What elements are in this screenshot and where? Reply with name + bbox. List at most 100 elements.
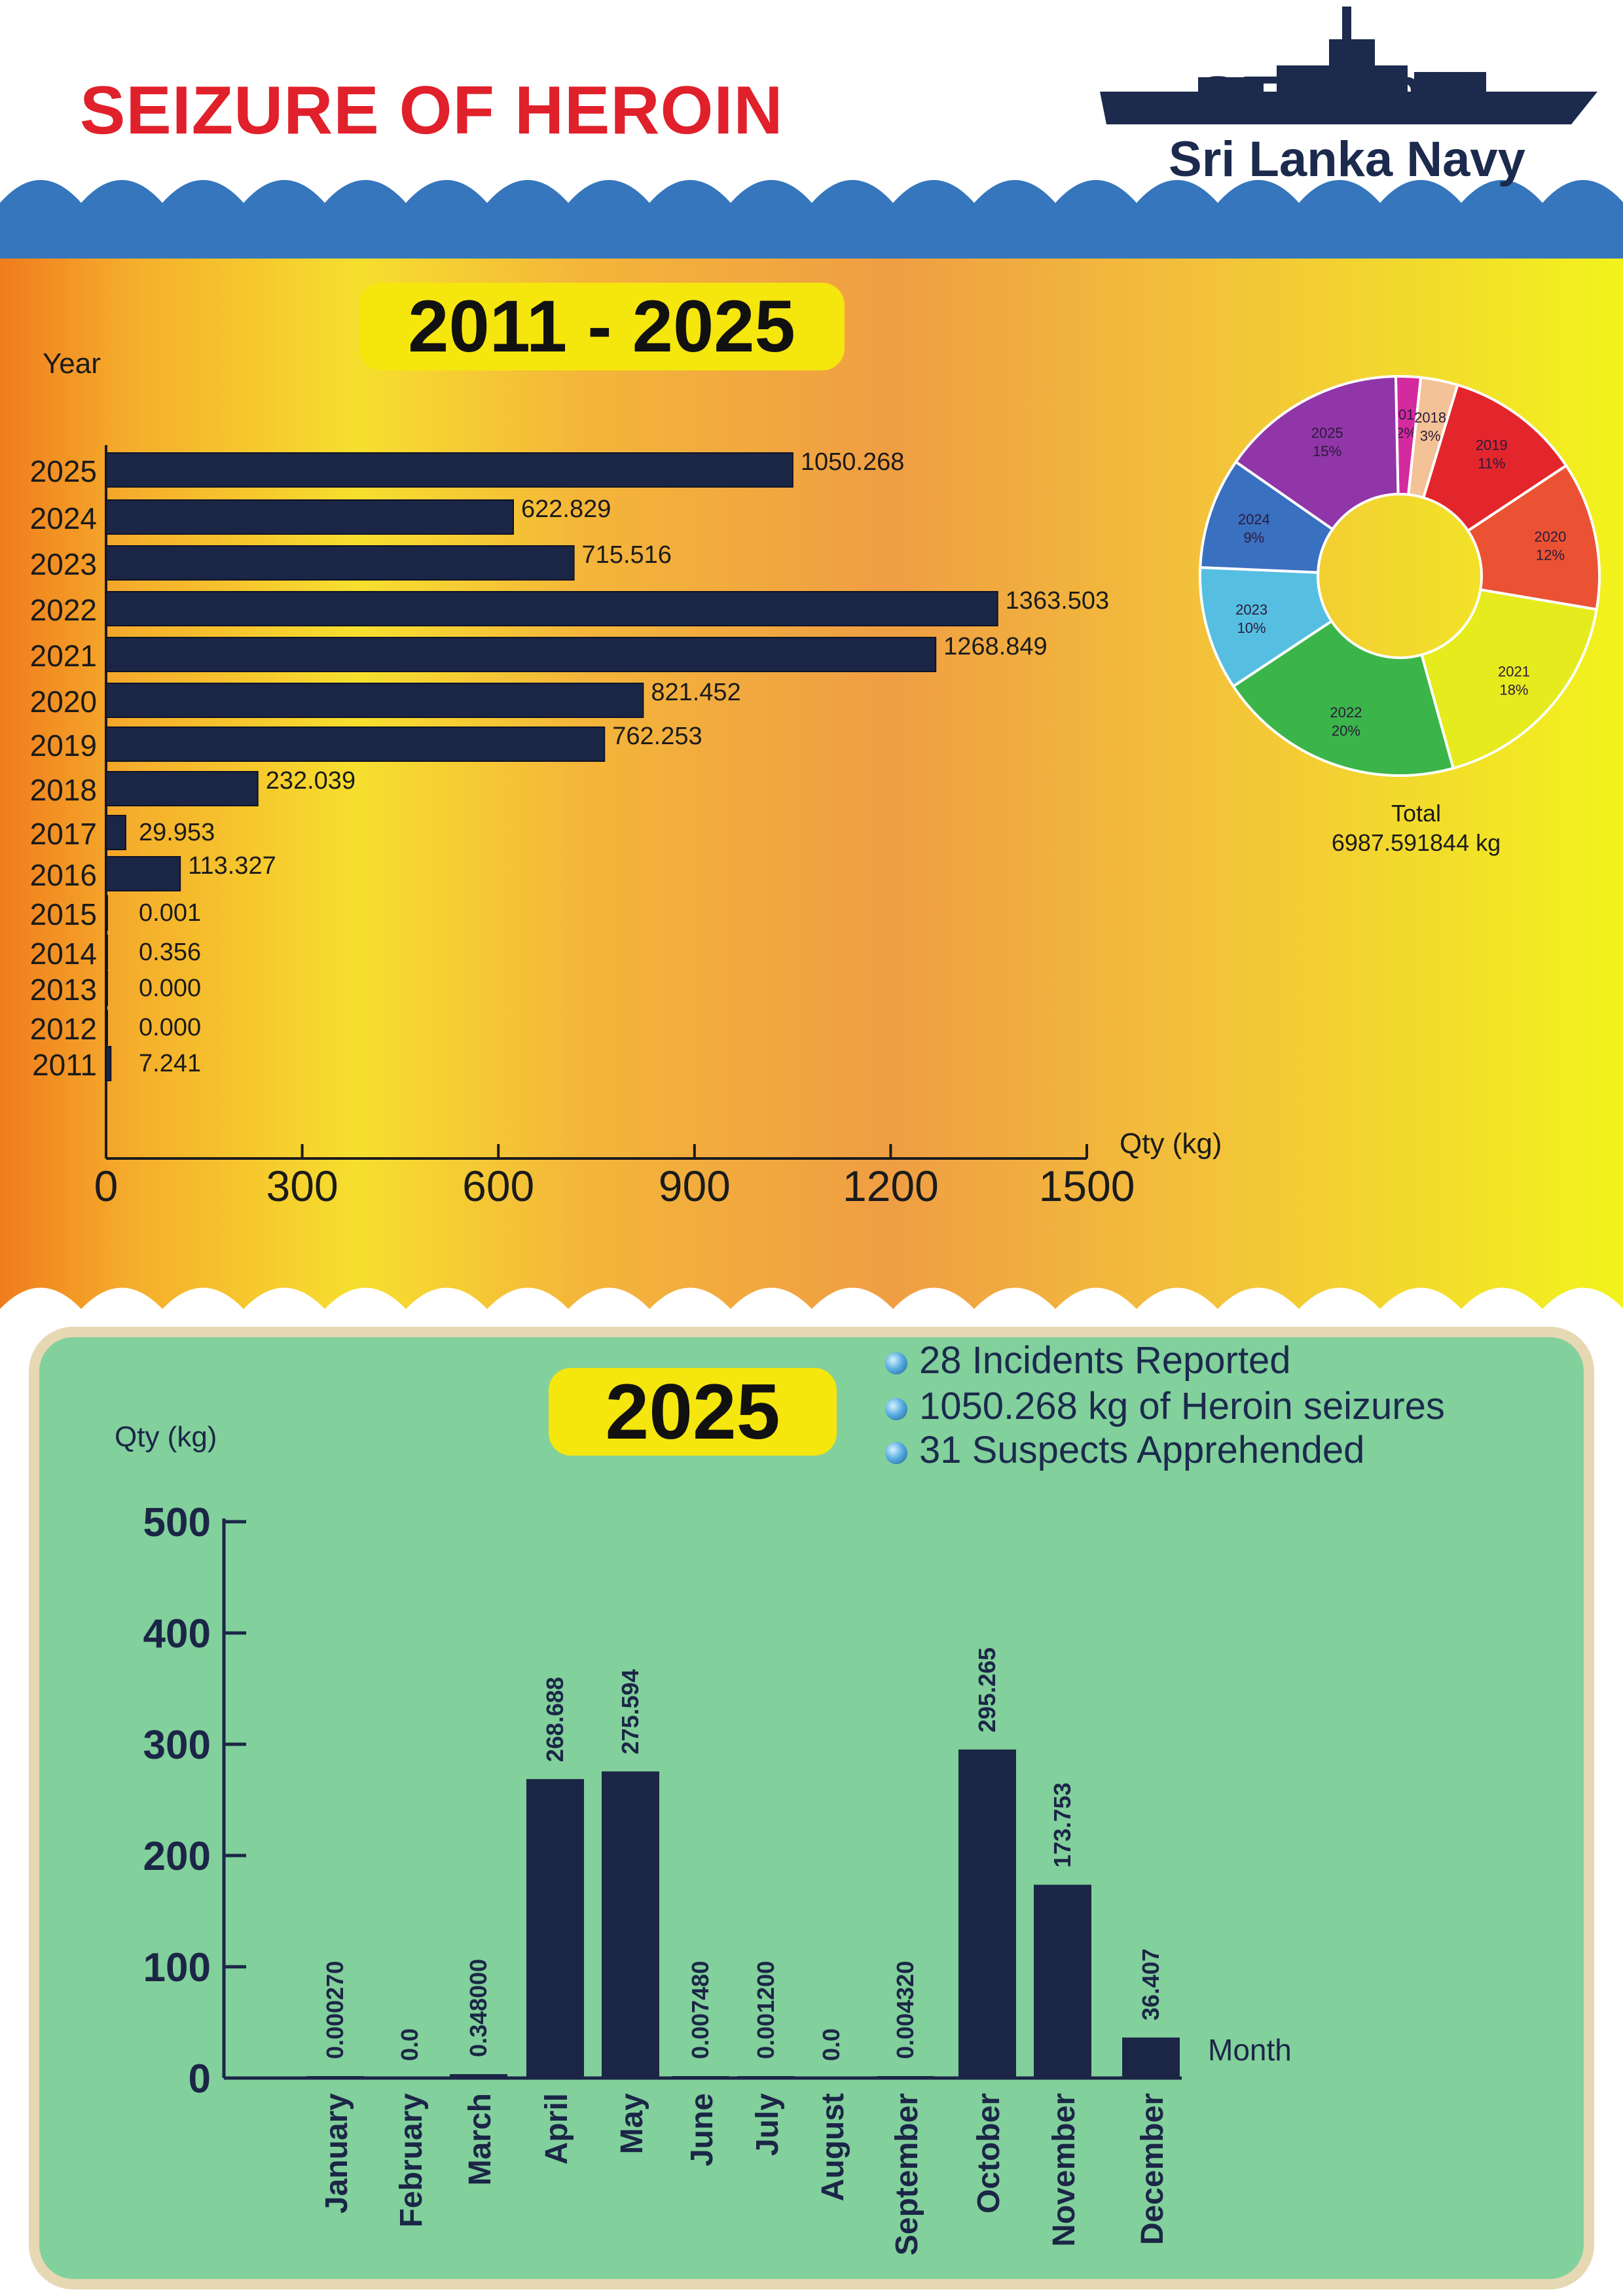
fact-seizures: 1050.268 kg of Heroin seizures xyxy=(885,1384,1445,1428)
slice-label: 2018 xyxy=(1414,410,1446,426)
data-label: 0.000 xyxy=(139,975,201,1002)
x-tick-label: November xyxy=(1047,2093,1082,2247)
data-label: 29.953 xyxy=(139,819,215,846)
data-label: 0.000270 xyxy=(321,1961,348,2059)
slice-percent: 18% xyxy=(1499,681,1528,698)
slice-percent: 3% xyxy=(1420,428,1441,444)
y-tick-label: 2011 xyxy=(32,1048,97,1082)
data-label: 0.356 xyxy=(139,939,201,966)
share-donut-chart: 20162%20183%201911%202012%202118%202220%… xyxy=(1199,375,1601,856)
data-label: 295.265 xyxy=(974,1647,1000,1732)
bar-2016 xyxy=(105,856,181,891)
y-tick-label: 100 xyxy=(143,1945,211,1990)
slice-label: 2022 xyxy=(1330,704,1362,721)
fact-incidents: 28 Incidents Reported xyxy=(885,1338,1290,1382)
x-tick-label: 1500 xyxy=(1039,1162,1135,1210)
top-wave-white xyxy=(0,0,1623,196)
x-tick-label: April xyxy=(539,2093,574,2164)
slice-label: 2023 xyxy=(1235,601,1267,618)
bar-april xyxy=(526,1779,584,2078)
data-label: 1363.503 xyxy=(1006,587,1110,615)
slice-label: 2019 xyxy=(1476,437,1508,453)
data-label: 0.004320 xyxy=(892,1961,919,2059)
bar-2024 xyxy=(105,499,514,535)
x-tick-label: 0 xyxy=(94,1162,119,1210)
slice-percent: 20% xyxy=(1332,723,1360,739)
data-label: 113.327 xyxy=(188,852,276,880)
slice-percent: 9% xyxy=(1243,529,1264,546)
x-tick-label: February xyxy=(394,2093,429,2228)
y-tick-label: 2021 xyxy=(30,639,97,673)
x-tick-label: December xyxy=(1135,2093,1170,2245)
slice-2021 xyxy=(1420,588,1598,770)
y-tick-label: 2025 xyxy=(30,454,97,488)
range-label: 2011 - 2025 xyxy=(359,283,845,370)
bar-2014 xyxy=(105,935,108,970)
bullet-icon xyxy=(885,1441,907,1464)
data-label: 821.452 xyxy=(651,679,740,706)
bar-2012 xyxy=(105,1010,108,1045)
data-label: 1268.849 xyxy=(943,633,1048,660)
data-label: 7.241 xyxy=(139,1050,201,1077)
x-tick-label: 600 xyxy=(462,1162,534,1210)
fact-text: 1050.268 kg of Heroin seizures xyxy=(919,1385,1445,1427)
bar-2021 xyxy=(105,637,937,672)
x-tick-label: 900 xyxy=(659,1162,731,1210)
data-label: 232.039 xyxy=(266,767,356,795)
slice-percent: 12% xyxy=(1536,547,1565,563)
slice-percent: 11% xyxy=(1478,455,1505,471)
yearly-bar-chart: Year Qty (kg) 0 300 600 900 1200 1500 2025 1050.2… xyxy=(30,348,1222,1210)
data-label: 0.007480 xyxy=(687,1961,714,2059)
bullet-icon xyxy=(885,1352,907,1374)
data-label: 0.001200 xyxy=(752,1961,779,2059)
y-tick-label: 300 xyxy=(143,1723,211,1768)
slice-label: 2021 xyxy=(1498,663,1530,679)
data-label: 1050.268 xyxy=(801,448,905,476)
bar-2019 xyxy=(105,726,606,762)
fact-suspects: 31 Suspects Apprehended xyxy=(885,1428,1364,1472)
bar-october xyxy=(958,1749,1016,2078)
bar-september xyxy=(877,2076,934,2078)
x-axis-title: Month xyxy=(1208,2033,1292,2067)
x-tick-label: January xyxy=(319,2093,354,2214)
y-tick-label: 2012 xyxy=(30,1012,97,1046)
slice-percent: 10% xyxy=(1237,620,1266,636)
data-label: 275.594 xyxy=(617,1669,644,1754)
bar-january xyxy=(306,2076,364,2078)
ship-icon xyxy=(1100,7,1597,124)
y-tick-label: 2014 xyxy=(30,937,97,971)
bar-2023 xyxy=(105,545,575,581)
data-label: 0.001 xyxy=(139,899,201,927)
data-label: 0.0 xyxy=(396,2028,423,2061)
slice-2025 xyxy=(1233,375,1400,531)
y-tick-label: 400 xyxy=(143,1611,211,1657)
x-tick-label: October xyxy=(972,2093,1006,2214)
data-label: 0.000 xyxy=(139,1014,201,1041)
bar-july xyxy=(737,2076,795,2078)
x-axis-title: Qty (kg) xyxy=(1120,1128,1222,1160)
year-label: 2025 xyxy=(549,1368,837,1456)
bar-2018 xyxy=(105,771,259,806)
bar-2017 xyxy=(105,815,126,850)
x-tick-label: September xyxy=(890,2093,924,2255)
data-label: 0.348000 xyxy=(465,1959,492,2057)
logo-wordmark: SEAOPS xyxy=(1197,63,1467,134)
green-panel xyxy=(29,1327,1594,2289)
y-tick-label: 2013 xyxy=(30,973,97,1007)
slice-2022 xyxy=(1231,619,1455,777)
y-tick-label: 200 xyxy=(143,1834,211,1879)
y-tick-label: 2015 xyxy=(30,897,97,931)
y-axis-title: Qty (kg) xyxy=(115,1421,217,1453)
x-tick-label: 1200 xyxy=(843,1162,939,1210)
y-tick-label: 2018 xyxy=(30,773,97,807)
x-tick-label: May xyxy=(615,2093,649,2155)
bar-2025 xyxy=(105,452,793,488)
x-tick-label: June xyxy=(685,2093,720,2166)
y-tick-label: 2022 xyxy=(30,593,97,627)
total-value: 6987.591844 kg xyxy=(1332,829,1501,856)
y-tick-label: 2024 xyxy=(30,501,97,535)
slice-2019 xyxy=(1421,383,1568,533)
slice-label: 2024 xyxy=(1238,511,1270,528)
slice-label: 2020 xyxy=(1534,528,1566,545)
total-label: Total xyxy=(1391,800,1441,827)
